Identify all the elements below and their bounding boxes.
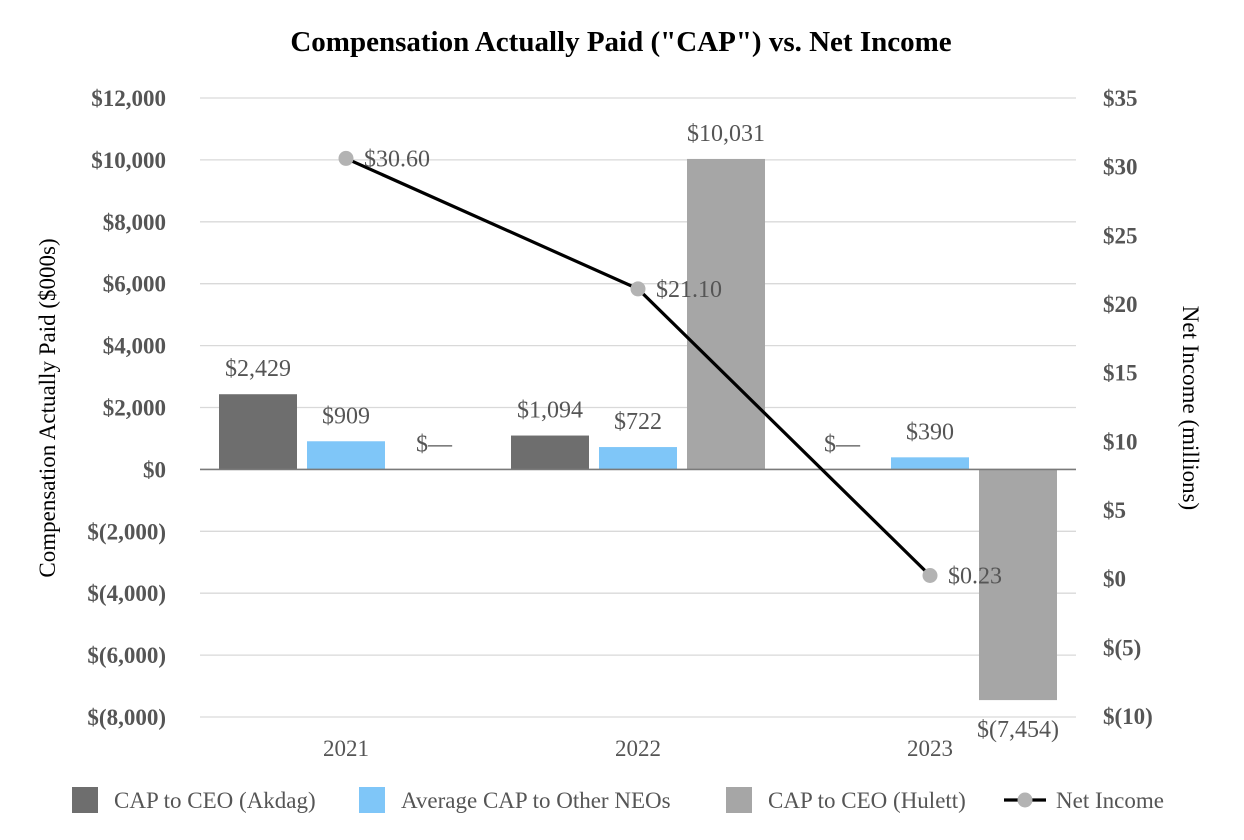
- net-income-marker: [922, 568, 938, 584]
- left-axis-tick-label: $2,000: [103, 396, 166, 421]
- bar-data-label: $909: [322, 403, 370, 429]
- left-axis-tick-label: $(2,000): [87, 519, 166, 544]
- legend-label: Net Income: [1056, 788, 1164, 813]
- left-axis-tick-label: $(8,000): [87, 705, 166, 730]
- net-income-line-path: [345, 156, 932, 577]
- right-axis-tick-label: $15: [1103, 361, 1138, 386]
- right-axis-tick-label: $10: [1103, 429, 1138, 454]
- right-axis-tick-label: $(10): [1103, 704, 1153, 729]
- net-income-data-label: $21.10: [656, 277, 722, 303]
- right-axis-title: Net Income (millions): [1178, 306, 1203, 510]
- net-income-marker: [338, 150, 354, 166]
- bar: [687, 158, 765, 470]
- right-axis-tick-label: $35: [1103, 86, 1138, 111]
- bar-data-label: $(7,454): [977, 717, 1059, 743]
- bar-data-label: $—: [416, 431, 453, 457]
- x-axis-tick-label: 2021: [323, 736, 369, 761]
- bar: [307, 441, 385, 470]
- legend-label: Average CAP to Other NEOs: [401, 788, 671, 813]
- legend-swatch: [72, 787, 98, 813]
- bar: [599, 447, 677, 470]
- right-axis-tick-label: $5: [1103, 498, 1126, 523]
- left-axis-tick-label: $6,000: [103, 272, 166, 297]
- right-axis-tick-label: $0: [1103, 567, 1126, 592]
- bar-data-label: $—: [824, 431, 861, 457]
- x-axis-tick-label: 2022: [615, 736, 661, 761]
- left-axis-title: Compensation Actually Paid ($000s): [35, 238, 60, 577]
- right-axis-tick-label: $25: [1103, 223, 1138, 248]
- legend-label: CAP to CEO (Akdag): [114, 788, 316, 813]
- chart-title: Compensation Actually Paid ("CAP") vs. N…: [290, 26, 951, 58]
- bar-data-label: $1,094: [517, 398, 583, 424]
- net-income-data-label: $0.23: [948, 564, 1002, 590]
- legend-swatch: [726, 787, 752, 813]
- bar-data-label: $2,429: [225, 356, 291, 382]
- bars: [219, 158, 1057, 701]
- x-axis-tick-label: 2023: [907, 736, 953, 761]
- left-axis-tick-label: $10,000: [91, 148, 166, 173]
- bar-data-label: $10,031: [687, 121, 765, 147]
- legend-swatch: [359, 787, 385, 813]
- left-axis-tick-label: $(4,000): [87, 581, 166, 606]
- net-income-line: $30.60 $21.10 $0.23: [338, 146, 1002, 590]
- bar: [511, 435, 589, 470]
- right-axis-tick-label: $30: [1103, 155, 1138, 180]
- legend: CAP to CEO (Akdag) Average CAP to Other N…: [72, 787, 1164, 813]
- bar-data-label: $390: [906, 419, 954, 445]
- left-axis-tick-label: $0: [143, 457, 166, 482]
- legend-marker-swatch: [1017, 792, 1033, 808]
- bar-labels: $2,429 $1,094 $— $909 $722 $390 $— $10,031 $(7,4…: [225, 121, 1059, 743]
- bar: [891, 457, 969, 470]
- right-axis-tick-label: $(5): [1103, 635, 1141, 660]
- left-axis-tick-label: $4,000: [103, 334, 166, 359]
- bar: [219, 394, 297, 470]
- bar: [979, 469, 1057, 701]
- net-income-marker: [630, 281, 646, 297]
- bar-data-label: $722: [614, 409, 662, 435]
- left-axis-tick-label: $(6,000): [87, 643, 166, 668]
- legend-label: CAP to CEO (Hulett): [768, 788, 966, 813]
- left-axis-tick-label: $12,000: [91, 86, 166, 111]
- right-axis-ticks: $35 $30 $25 $20 $15 $10 $5 $0 $(5) $(10): [1103, 86, 1153, 729]
- left-axis-tick-label: $8,000: [103, 210, 166, 235]
- right-axis-tick-label: $20: [1103, 292, 1138, 317]
- left-axis-ticks: $12,000 $10,000 $8,000 $6,000 $4,000 $2,000 $0…: [87, 86, 166, 730]
- x-axis-ticks: 2021 2022 2023: [323, 736, 953, 761]
- net-income-data-label: $30.60: [364, 146, 430, 172]
